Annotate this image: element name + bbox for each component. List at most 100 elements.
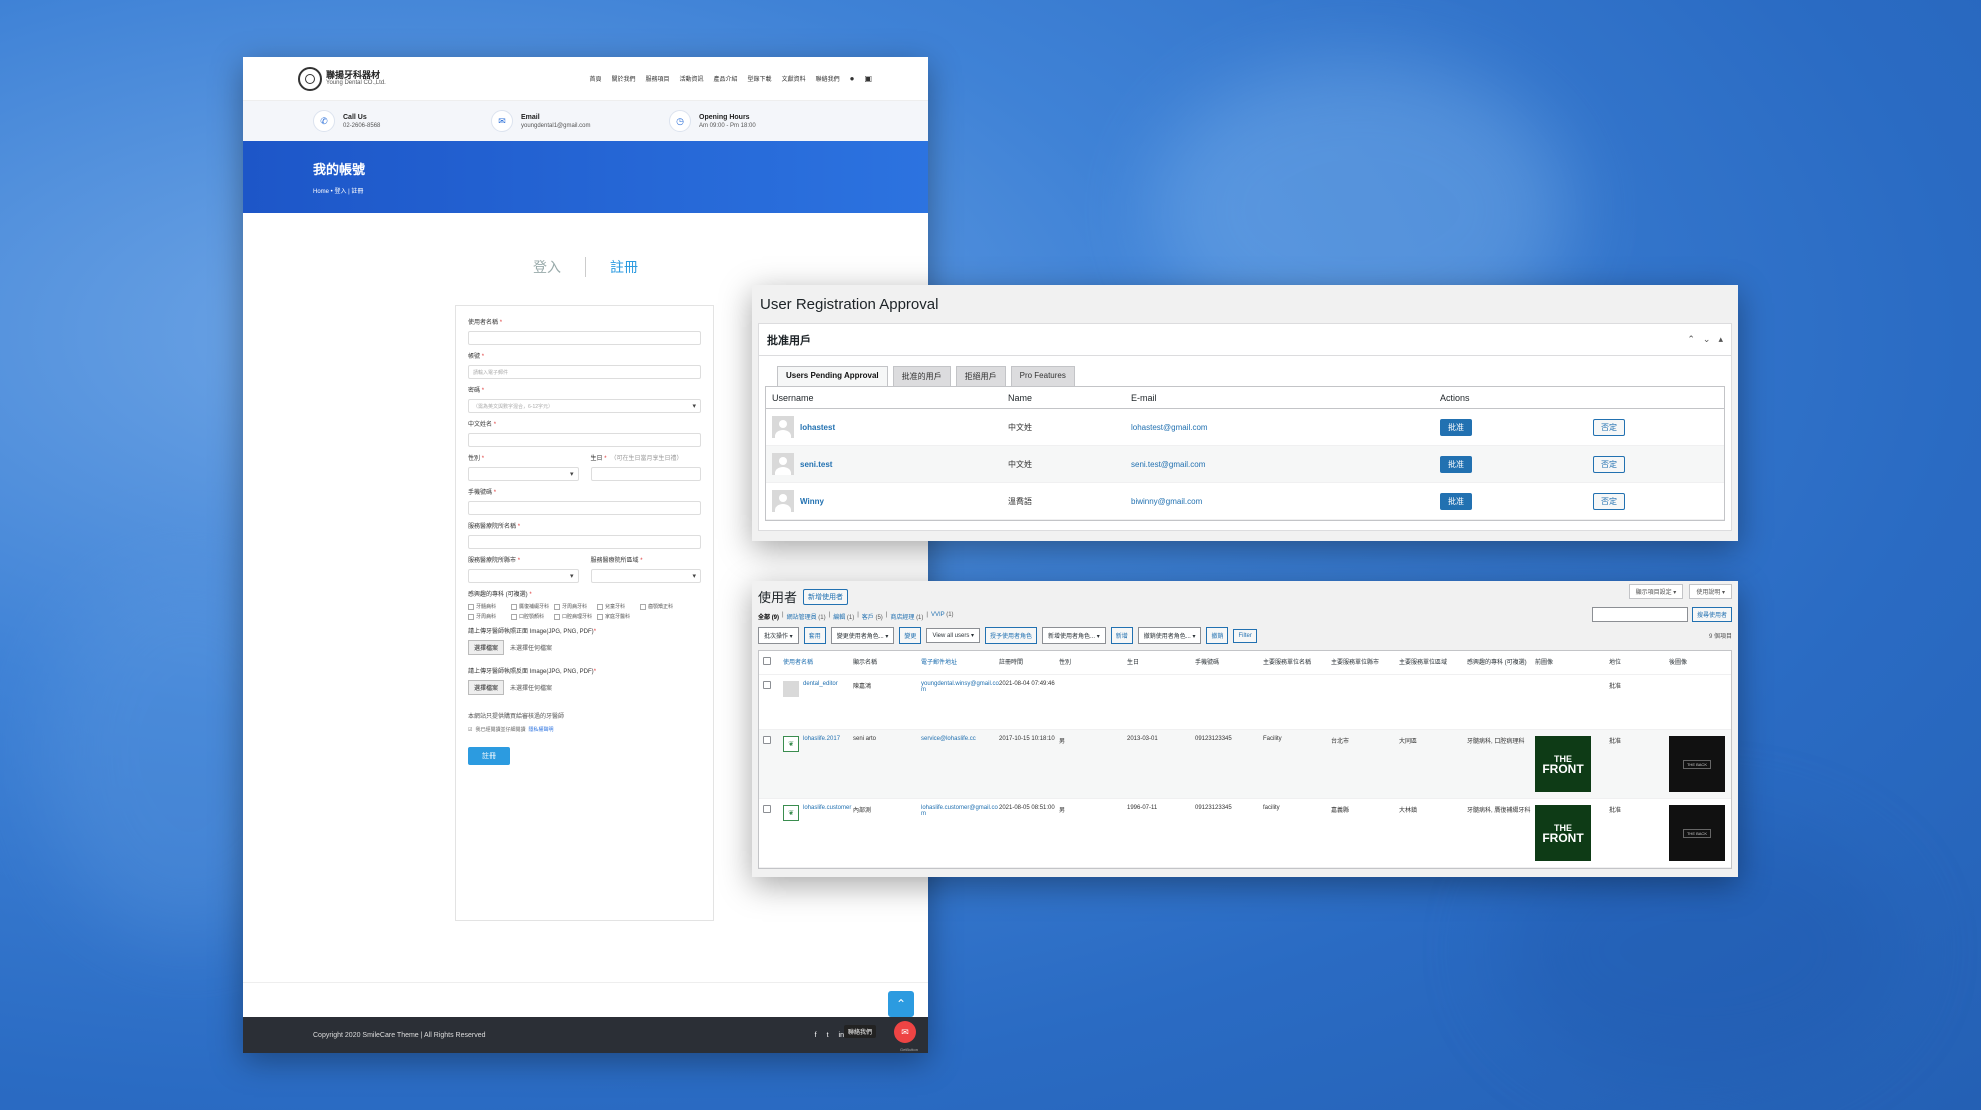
email-link[interactable]: biwinny@gmail.com <box>1131 496 1203 506</box>
specialty-checkbox[interactable]: 贋復補綴牙科 <box>511 603 549 610</box>
email-link[interactable]: lohaslife.customer@gmail.com <box>921 805 998 817</box>
username-link[interactable]: seni.test <box>800 459 833 469</box>
scroll-top-icon[interactable]: ⌃ <box>888 991 914 1017</box>
row-checkbox[interactable] <box>763 805 771 813</box>
breadcrumb[interactable]: Home • 登入 | 註冊 <box>313 189 364 195</box>
filter-admin[interactable]: 網站管理員 (1) <box>786 615 826 621</box>
search-input[interactable] <box>1591 607 1688 622</box>
username-link[interactable]: Winny <box>800 496 824 506</box>
row-checkbox[interactable] <box>763 736 771 744</box>
nav-item[interactable]: 關於我們 <box>611 77 636 83</box>
gender-select[interactable] <box>468 467 579 481</box>
chat-icon[interactable]: ✉ <box>894 1021 916 1043</box>
nav-item[interactable]: 首頁 <box>589 77 602 83</box>
chinese-name-input[interactable] <box>468 433 701 447</box>
deny-button[interactable]: 否定 <box>1593 492 1625 510</box>
tab-login[interactable]: 登入 <box>533 259 561 275</box>
filter-button[interactable]: Filter <box>1233 628 1257 643</box>
nav-item[interactable]: 型錄下載 <box>747 77 772 83</box>
register-button[interactable]: 註冊 <box>468 747 510 765</box>
filter-all[interactable]: 全部 (9) <box>758 615 780 621</box>
agree-checkbox[interactable]: ☑ 我已經閱讀並仔細閱讀 隱私權聲明 <box>468 726 554 734</box>
email-link[interactable]: service@lohaslife.cc <box>921 736 976 742</box>
bulk-actions-select[interactable]: 批次操作 ▾ <box>758 627 799 644</box>
email-link[interactable]: seni.test@gmail.com <box>1131 459 1206 469</box>
nav-item[interactable]: 聯絡我們 <box>815 77 840 83</box>
choose-file-back-button[interactable]: 選擇檔案 <box>468 680 505 695</box>
deny-button[interactable]: 否定 <box>1593 418 1625 436</box>
email-link[interactable]: lohastest@gmail.com <box>1131 422 1208 432</box>
nav-item[interactable]: 產品介紹 <box>713 77 738 83</box>
apply-button[interactable]: 套用 <box>803 627 826 644</box>
email-link[interactable]: youngdental.winsy@gmail.com <box>921 681 999 693</box>
nav-item[interactable]: 文獻資料 <box>781 77 806 83</box>
revoke-button[interactable]: 撤銷 <box>1206 627 1229 644</box>
birthday-input[interactable] <box>590 467 701 481</box>
specialty-checkbox[interactable]: 口腔病理牙科 <box>554 613 592 620</box>
view-users-select[interactable]: View all users ▾ <box>926 628 981 643</box>
select-all-checkbox[interactable] <box>763 657 771 665</box>
specialty-checkbox[interactable]: 口腔顎顏科 <box>511 613 549 620</box>
collapse-icon[interactable]: ▴ <box>1718 334 1723 344</box>
privacy-link[interactable]: 隱私權聲明 <box>528 727 554 733</box>
nav-item[interactable]: 活動資訊 <box>679 77 704 83</box>
screen-options-button[interactable]: 顯示項目設定 ▾ <box>1628 584 1684 599</box>
move-down-icon[interactable]: ⌄ <box>1702 334 1711 344</box>
front-license-image[interactable]: THE FRONT <box>1535 805 1591 861</box>
specialty-checkbox[interactable]: 齒顎矯正科 <box>640 603 678 610</box>
specialty-checkbox[interactable]: 牙周病科 <box>468 613 506 620</box>
tab-approved[interactable]: 批准的用戶 <box>892 366 951 386</box>
specialty-checkbox[interactable]: 家庭牙醫科 <box>597 613 635 620</box>
username-link[interactable]: dental_editor <box>803 681 838 687</box>
help-button[interactable]: 使用說明 ▾ <box>1689 584 1732 599</box>
facebook-icon[interactable]: f <box>814 1031 817 1039</box>
approve-button[interactable]: 批准 <box>1440 418 1472 436</box>
add-user-button[interactable]: 新增使用者 <box>803 588 849 605</box>
site-logo[interactable]: 聯揚牙科器材 Young Dental CO.,Ltd. <box>298 66 386 91</box>
user-icon[interactable]: ● <box>849 74 855 83</box>
tab-pending[interactable]: Users Pending Approval <box>777 366 888 386</box>
password-input[interactable]: （需為英文與數字混合，6-12字元） <box>468 399 701 413</box>
filter-customer[interactable]: 客戶 (5) <box>861 615 883 621</box>
tab-denied[interactable]: 拒絕用戶 <box>955 366 1006 386</box>
filter-vvip[interactable]: VVIP (1) <box>930 612 954 618</box>
change-role-select[interactable]: 變更使用者角色... ▾ <box>830 627 895 644</box>
specialty-checkbox[interactable]: 牙周病牙科 <box>554 603 592 610</box>
clinic-area-select[interactable] <box>590 569 701 583</box>
back-license-image[interactable]: THE BACK <box>1669 736 1725 792</box>
change-button[interactable]: 變更 <box>899 627 922 644</box>
add-role-button[interactable]: 新增 <box>1110 627 1133 644</box>
approve-button[interactable]: 批准 <box>1440 455 1472 473</box>
clinic-name-input[interactable] <box>468 535 701 549</box>
specialty-checkbox[interactable]: 牙髓病科 <box>468 603 506 610</box>
linkedin-icon[interactable]: in <box>838 1031 844 1039</box>
back-license-image[interactable]: THE BACK <box>1669 805 1725 861</box>
twitter-icon[interactable]: t <box>826 1031 829 1039</box>
search-users-button[interactable]: 搜尋使用者 <box>1691 607 1732 622</box>
username-input[interactable] <box>468 331 701 345</box>
username-link[interactable]: lohaslife.2017 <box>803 736 841 742</box>
add-role-select[interactable]: 新增使用者角色... ▾ <box>1042 627 1106 644</box>
filter-shop-manager[interactable]: 商店經理 (1) <box>890 615 924 621</box>
col-username[interactable]: 使用者名稱 <box>783 660 814 666</box>
front-license-image[interactable]: THE FRONT <box>1535 736 1591 792</box>
clinic-city-select[interactable] <box>468 569 579 583</box>
move-up-icon[interactable]: ⌃ <box>1687 334 1695 344</box>
tab-register[interactable]: 註冊 <box>610 259 638 275</box>
approve-button[interactable]: 批准 <box>1440 492 1472 510</box>
choose-file-front-button[interactable]: 選擇檔案 <box>468 640 505 655</box>
specialty-checkbox[interactable]: 兒童牙科 <box>597 603 635 610</box>
account-input[interactable]: 請輸入電子郵件 <box>468 365 701 379</box>
nav-item[interactable]: 服務項目 <box>645 77 670 83</box>
tab-pro-features[interactable]: Pro Features <box>1010 366 1075 386</box>
username-link[interactable]: lohaslife.customer <box>803 805 852 811</box>
remove-role-select[interactable]: 撤銷使用者角色... ▾ <box>1137 627 1202 644</box>
grant-role-button[interactable]: 授予使用者角色 <box>985 627 1038 644</box>
deny-button[interactable]: 否定 <box>1593 455 1625 473</box>
col-email[interactable]: 電子郵件地址 <box>921 660 958 666</box>
phone-input[interactable] <box>468 501 701 515</box>
cart-icon[interactable]: ▣ <box>864 74 872 83</box>
filter-editor[interactable]: 編輯 (1) <box>833 615 855 621</box>
username-link[interactable]: lohastest <box>800 422 836 432</box>
row-checkbox[interactable] <box>763 681 771 689</box>
